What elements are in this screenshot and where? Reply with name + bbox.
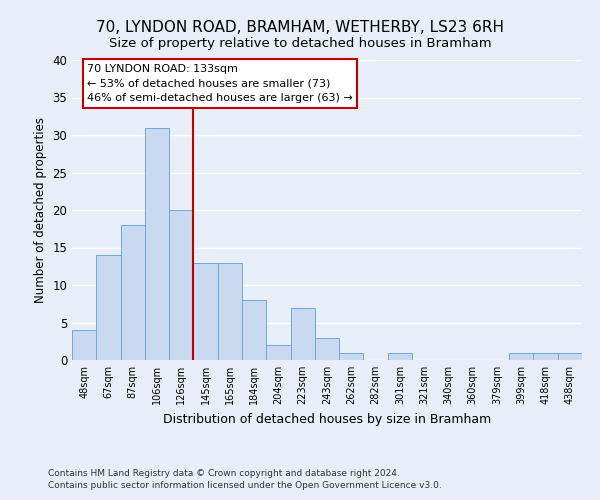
Bar <box>290 308 315 360</box>
Bar <box>242 300 266 360</box>
X-axis label: Distribution of detached houses by size in Bramham: Distribution of detached houses by size … <box>163 412 491 426</box>
Text: 70 LYNDON ROAD: 133sqm
← 53% of detached houses are smaller (73)
46% of semi-det: 70 LYNDON ROAD: 133sqm ← 53% of detached… <box>88 64 353 104</box>
Bar <box>96 255 121 360</box>
Bar <box>218 262 242 360</box>
Text: 70, LYNDON ROAD, BRAMHAM, WETHERBY, LS23 6RH: 70, LYNDON ROAD, BRAMHAM, WETHERBY, LS23… <box>96 20 504 35</box>
Text: Contains HM Land Registry data © Crown copyright and database right 2024.
Contai: Contains HM Land Registry data © Crown c… <box>48 468 442 490</box>
Bar <box>266 345 290 360</box>
Y-axis label: Number of detached properties: Number of detached properties <box>34 117 47 303</box>
Bar <box>315 338 339 360</box>
Bar <box>193 262 218 360</box>
Bar <box>388 352 412 360</box>
Bar <box>533 352 558 360</box>
Bar <box>558 352 582 360</box>
Bar <box>169 210 193 360</box>
Bar <box>339 352 364 360</box>
Bar <box>509 352 533 360</box>
Text: Size of property relative to detached houses in Bramham: Size of property relative to detached ho… <box>109 38 491 51</box>
Bar <box>145 128 169 360</box>
Bar <box>72 330 96 360</box>
Bar <box>121 225 145 360</box>
